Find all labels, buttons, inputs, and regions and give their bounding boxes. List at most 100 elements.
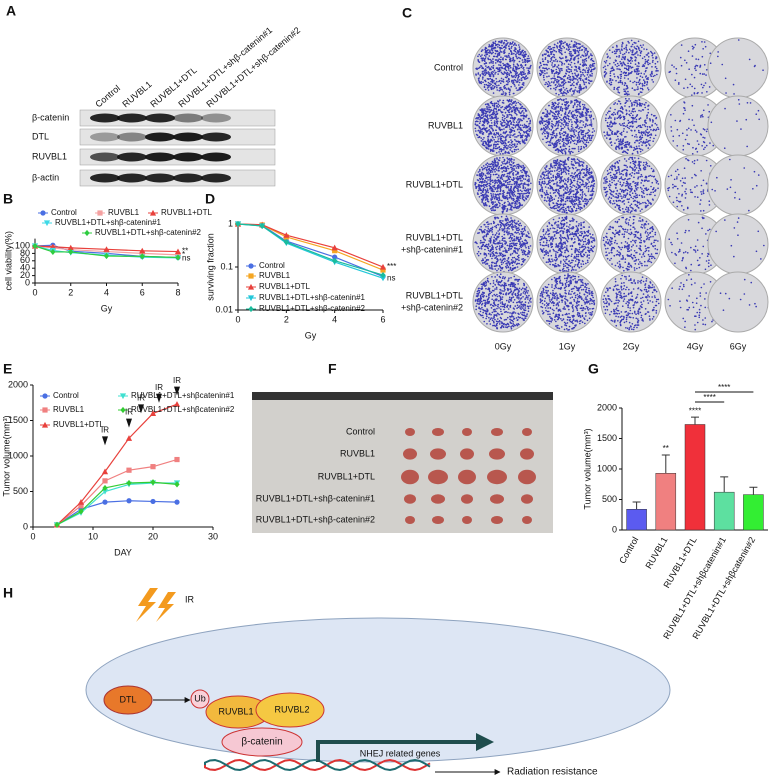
marker bbox=[97, 210, 103, 216]
gene-arrowhead bbox=[476, 733, 494, 751]
legend-label: RUVBL1 bbox=[259, 271, 291, 280]
x-tick-label: 4 bbox=[104, 287, 109, 297]
tumor bbox=[431, 494, 445, 504]
y-tick-label: 40 bbox=[20, 263, 30, 273]
marker bbox=[40, 210, 46, 216]
marker bbox=[379, 263, 387, 270]
marker bbox=[248, 263, 254, 269]
tumor bbox=[487, 469, 507, 485]
tumor bbox=[404, 494, 416, 504]
significance: ns bbox=[387, 273, 395, 282]
tumor bbox=[458, 469, 476, 485]
marker bbox=[101, 468, 109, 475]
photo-edge bbox=[252, 392, 553, 400]
series-line bbox=[56, 481, 178, 526]
dose-label: 6Gy bbox=[730, 341, 747, 351]
dose-label: 0Gy bbox=[495, 341, 512, 351]
marker bbox=[283, 232, 290, 238]
blot-band bbox=[117, 152, 147, 162]
lane-label: RUVBL1+DTL bbox=[148, 65, 198, 109]
colonies bbox=[602, 39, 659, 96]
blot-band bbox=[173, 152, 203, 162]
marker bbox=[235, 220, 241, 228]
colonies bbox=[719, 278, 757, 311]
condition-label: +shβ-catenin#1 bbox=[401, 244, 463, 254]
legend-label: Control bbox=[259, 261, 285, 270]
marker bbox=[43, 220, 51, 227]
y-tick-label: 2000 bbox=[8, 379, 28, 389]
group-label: RUVBL1+DTL bbox=[318, 471, 375, 481]
gene-arrow bbox=[316, 740, 478, 762]
protein-label: β-catenin bbox=[32, 112, 69, 122]
plate bbox=[707, 271, 769, 333]
tumor bbox=[522, 428, 532, 436]
marker bbox=[248, 305, 254, 313]
lane-label: RUVBL1 bbox=[120, 79, 153, 109]
blot-band bbox=[201, 152, 231, 162]
significance: * bbox=[182, 250, 185, 259]
error-bar bbox=[632, 501, 641, 510]
y-tick-label: 0 bbox=[612, 524, 617, 534]
blot-band bbox=[117, 132, 147, 142]
tumor bbox=[401, 469, 419, 485]
y-tick-label: 500 bbox=[602, 494, 617, 504]
tumor bbox=[405, 428, 415, 436]
ruvbl2-label: RUVBL2 bbox=[274, 704, 309, 714]
blot-band bbox=[201, 113, 231, 123]
x-tick-label: 0 bbox=[235, 314, 240, 324]
significance: *** bbox=[387, 262, 396, 271]
ir-label: IR bbox=[125, 408, 133, 417]
tumor bbox=[428, 469, 448, 485]
ir-arrow bbox=[102, 436, 108, 446]
stimulus: IR bbox=[185, 594, 195, 604]
series-line bbox=[34, 245, 179, 256]
x-axis-label: Gy bbox=[101, 303, 113, 313]
group-label: RUVBL1+DTL+shβ-catenin#2 bbox=[256, 514, 375, 524]
marker bbox=[77, 499, 85, 505]
dtl-label: DTL bbox=[119, 694, 136, 704]
blot-band bbox=[145, 113, 175, 123]
tumor bbox=[489, 448, 505, 460]
tumor bbox=[491, 428, 503, 436]
blot-band bbox=[145, 173, 175, 183]
marker bbox=[126, 467, 132, 473]
panel-label: G bbox=[588, 361, 599, 377]
tumor bbox=[430, 448, 446, 460]
lane-label: Control bbox=[93, 83, 122, 109]
series-line bbox=[34, 245, 179, 253]
marker bbox=[149, 410, 157, 416]
y-tick-label: 0 bbox=[25, 277, 30, 287]
y-tick-label: 1 bbox=[228, 218, 233, 228]
marker bbox=[379, 275, 387, 282]
x-axis-label: DAY bbox=[114, 547, 132, 557]
tumor bbox=[518, 469, 536, 485]
factor-label: β-catenin bbox=[241, 737, 282, 748]
dna-strand bbox=[204, 758, 431, 772]
marker bbox=[84, 229, 90, 237]
series-line bbox=[56, 458, 178, 526]
outcome: Radiation resistance bbox=[507, 767, 598, 776]
bracket-label: **** bbox=[718, 383, 730, 392]
marker bbox=[102, 478, 108, 484]
protein-label: RUVBL1 bbox=[32, 151, 67, 161]
bar bbox=[713, 491, 735, 531]
tumor bbox=[461, 494, 473, 504]
colonies bbox=[711, 158, 760, 212]
colonies bbox=[715, 217, 765, 260]
dose-label: 4Gy bbox=[687, 341, 704, 351]
x-tick-label: 4 bbox=[332, 314, 337, 324]
panel-label: F bbox=[328, 361, 337, 377]
x-tick-label: 10 bbox=[88, 531, 98, 541]
marker bbox=[103, 252, 110, 260]
series-line bbox=[56, 500, 178, 526]
series-line bbox=[56, 403, 178, 526]
colonies bbox=[668, 41, 721, 96]
ub bbox=[190, 689, 210, 709]
bracket-label: **** bbox=[703, 393, 715, 402]
tumor bbox=[490, 494, 504, 504]
y-axis-label: Tumor volume(mm³) bbox=[582, 428, 592, 509]
dna-strand bbox=[204, 758, 431, 772]
x-tick-label: 6 bbox=[380, 314, 385, 324]
marker bbox=[102, 484, 108, 492]
colonies bbox=[710, 99, 760, 149]
